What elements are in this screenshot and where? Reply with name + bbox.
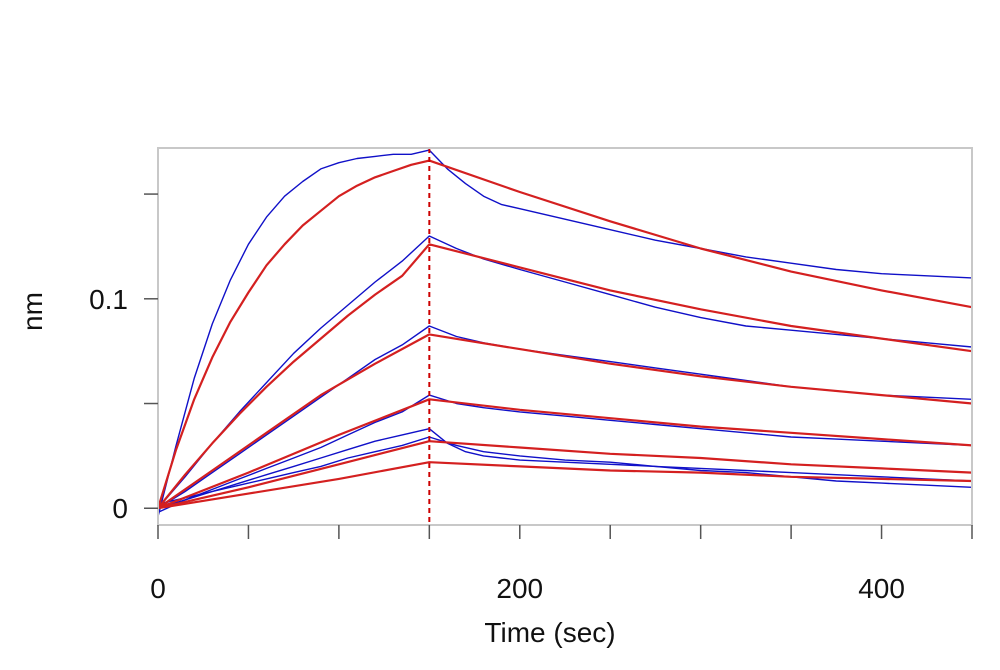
tick-layer: 0 200 400 0 0.1 — [89, 193, 973, 604]
fit-curve-5 — [157, 333, 973, 510]
measured-trace-8 — [157, 428, 973, 509]
y-tick-label-0.1: 0.1 — [89, 284, 128, 315]
measured-trace-4 — [157, 325, 973, 509]
fit-curve-7 — [157, 398, 973, 510]
x-axis-title: Time (sec) — [484, 617, 615, 648]
fit-curve-3 — [157, 243, 973, 509]
series-layer — [156, 148, 973, 525]
x-tick-label-0: 0 — [150, 573, 166, 604]
fit-curve-10 — [157, 440, 973, 510]
y-axis-title: nm — [17, 292, 48, 331]
measured-trace-6 — [157, 394, 973, 514]
x-tick-label-200: 200 — [496, 573, 543, 604]
fit-curve-11 — [157, 461, 973, 510]
fit-curve-1 — [156, 159, 973, 509]
x-tick-label-400: 400 — [858, 573, 905, 604]
y-tick-label-0: 0 — [112, 493, 128, 524]
plot-frame — [157, 147, 973, 526]
